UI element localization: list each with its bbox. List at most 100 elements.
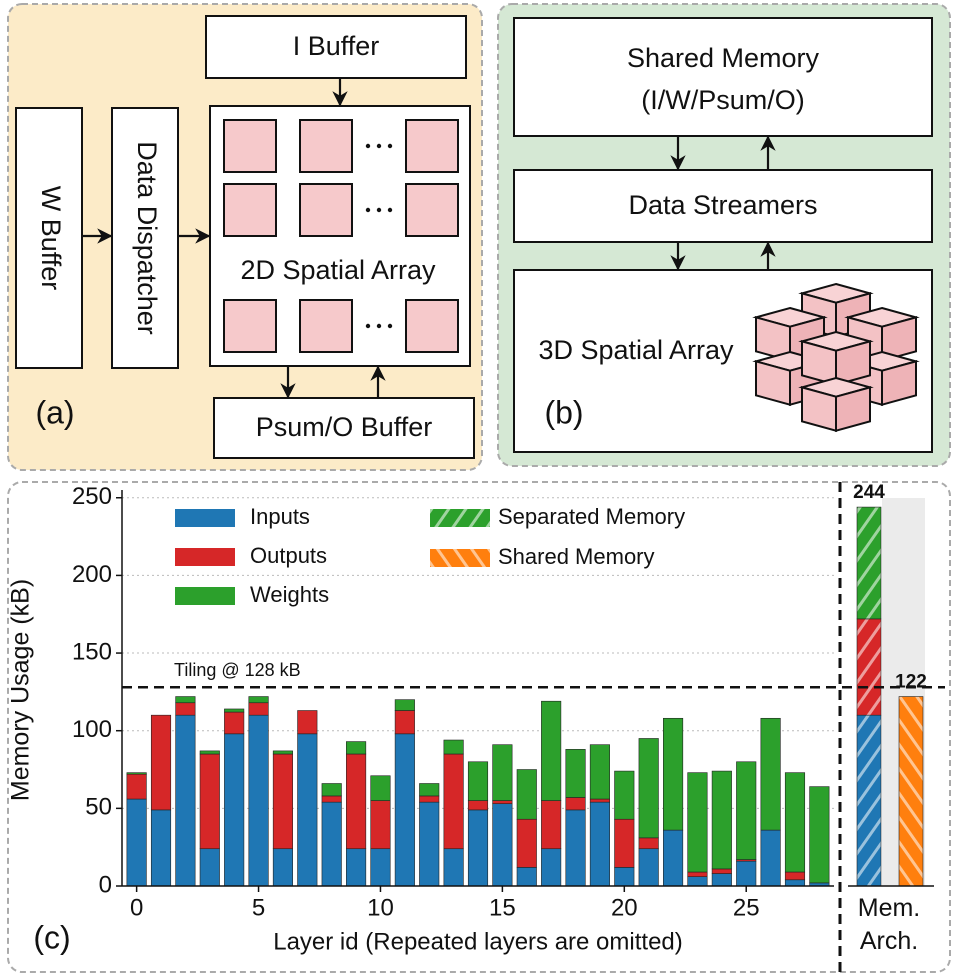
bar-segment (711, 770, 732, 870)
bar-segment (272, 750, 293, 755)
legend-label: Separated Memory (498, 504, 685, 529)
bar-segment (541, 700, 562, 801)
x-tick-label: 25 (733, 894, 760, 921)
bar-segment (346, 848, 367, 887)
x-axis-label: Layer id (Repeated layers are omitted) (273, 928, 683, 955)
y-tick-label: 200 (72, 561, 112, 588)
bar-segment (346, 741, 367, 755)
bar-segment (614, 818, 635, 868)
bar-segment (638, 837, 659, 850)
arrows-a (82, 78, 386, 399)
bar-segment (614, 867, 635, 887)
legend-swatch (175, 509, 235, 527)
bar-segment (516, 818, 537, 868)
bar-segment (492, 800, 513, 804)
x-tick-label: 5 (252, 894, 265, 921)
mem-arch-label: Mem. Arch. (857, 894, 921, 955)
bar-segment (589, 801, 610, 887)
bar-segment (663, 717, 684, 831)
bar-segment (711, 868, 732, 874)
bar-segment (663, 829, 684, 887)
panel-c-label: (c) (33, 919, 70, 955)
bar-segment (565, 809, 586, 887)
streamers-box (513, 169, 933, 243)
panel-b-label: (b) (544, 394, 583, 430)
bar-segment (565, 749, 586, 798)
bar-segment (272, 848, 293, 887)
shared-memory-box (513, 17, 933, 137)
streamers-label: Data Streamers (628, 190, 817, 220)
y-axis-label: Memory Usage (kB) (7, 579, 35, 801)
bar-segment (467, 809, 489, 887)
y-tick-label: 150 (72, 638, 112, 665)
legend-label: Outputs (250, 543, 327, 568)
bar-segment (736, 761, 757, 860)
bar-segment (784, 871, 806, 881)
bar-segment (443, 739, 464, 755)
legend-label: Weights (250, 582, 329, 607)
cube-cluster (752, 282, 920, 433)
bar-segment (784, 879, 806, 887)
y-tick-label: 250 (72, 483, 112, 510)
bar-segment (467, 761, 489, 801)
psum-buffer-label: Psum/O Buffer (256, 412, 433, 442)
bar-segment (394, 699, 415, 711)
bar-segment (321, 795, 342, 803)
bar-segment (370, 848, 391, 887)
panel-a-label: (a) (35, 394, 74, 430)
bar-segment (711, 873, 732, 887)
bar-segment (224, 708, 245, 713)
y-tick-label: 100 (72, 716, 112, 743)
bar-segment (272, 753, 293, 850)
bar-segment (784, 772, 806, 873)
x-tick-label: 20 (611, 894, 638, 921)
legend-label: Inputs (250, 504, 310, 529)
bar-segment (394, 710, 415, 735)
bar-segment (467, 800, 489, 811)
shared-bar (898, 696, 924, 887)
bar-segment (224, 733, 245, 887)
y-tick-label: 50 (85, 794, 112, 821)
separated-segment (856, 714, 882, 887)
cube-right (881, 360, 917, 407)
bar-segment (394, 733, 415, 887)
bar-segment (443, 753, 464, 850)
bar-segment (492, 744, 513, 801)
legend-swatch (430, 549, 490, 567)
bar-segment (150, 714, 172, 811)
arrows-b (670, 135, 776, 271)
bar-segment (199, 750, 220, 755)
bar-segment (419, 801, 440, 887)
cube-right (835, 386, 871, 433)
x-tick-label: 0 (130, 894, 143, 921)
bar-segment (565, 797, 586, 811)
y-tick-label: 0 (99, 871, 112, 898)
bar-segment (443, 848, 464, 887)
bar-segment (760, 829, 781, 887)
legend-swatch (430, 509, 490, 527)
bar-segment (541, 800, 562, 850)
threshold-label: Tiling @ 128 kB (174, 660, 301, 680)
x-tick-label: 15 (489, 894, 516, 921)
bar-segment (199, 753, 220, 850)
bar-segment (248, 702, 269, 716)
bar-segment (126, 773, 147, 800)
bar-segment (419, 783, 440, 797)
separated-total-label: 244 (853, 482, 885, 503)
legend-swatch (175, 548, 235, 566)
separated-segment (856, 506, 882, 620)
bar-segment (638, 848, 659, 887)
shared-memory-sub: (I/W/Psum/O) (641, 85, 805, 115)
shared-value-label: 122 (895, 672, 927, 693)
bar-segment (589, 744, 610, 800)
bar-segment (346, 753, 367, 850)
bar-segment (321, 783, 342, 797)
bar-segment (736, 860, 757, 887)
bar-segment (150, 809, 172, 887)
pe-grid (223, 119, 459, 353)
bar-segment (126, 798, 147, 887)
bar-segment (199, 848, 220, 887)
bar-segment (687, 772, 708, 873)
